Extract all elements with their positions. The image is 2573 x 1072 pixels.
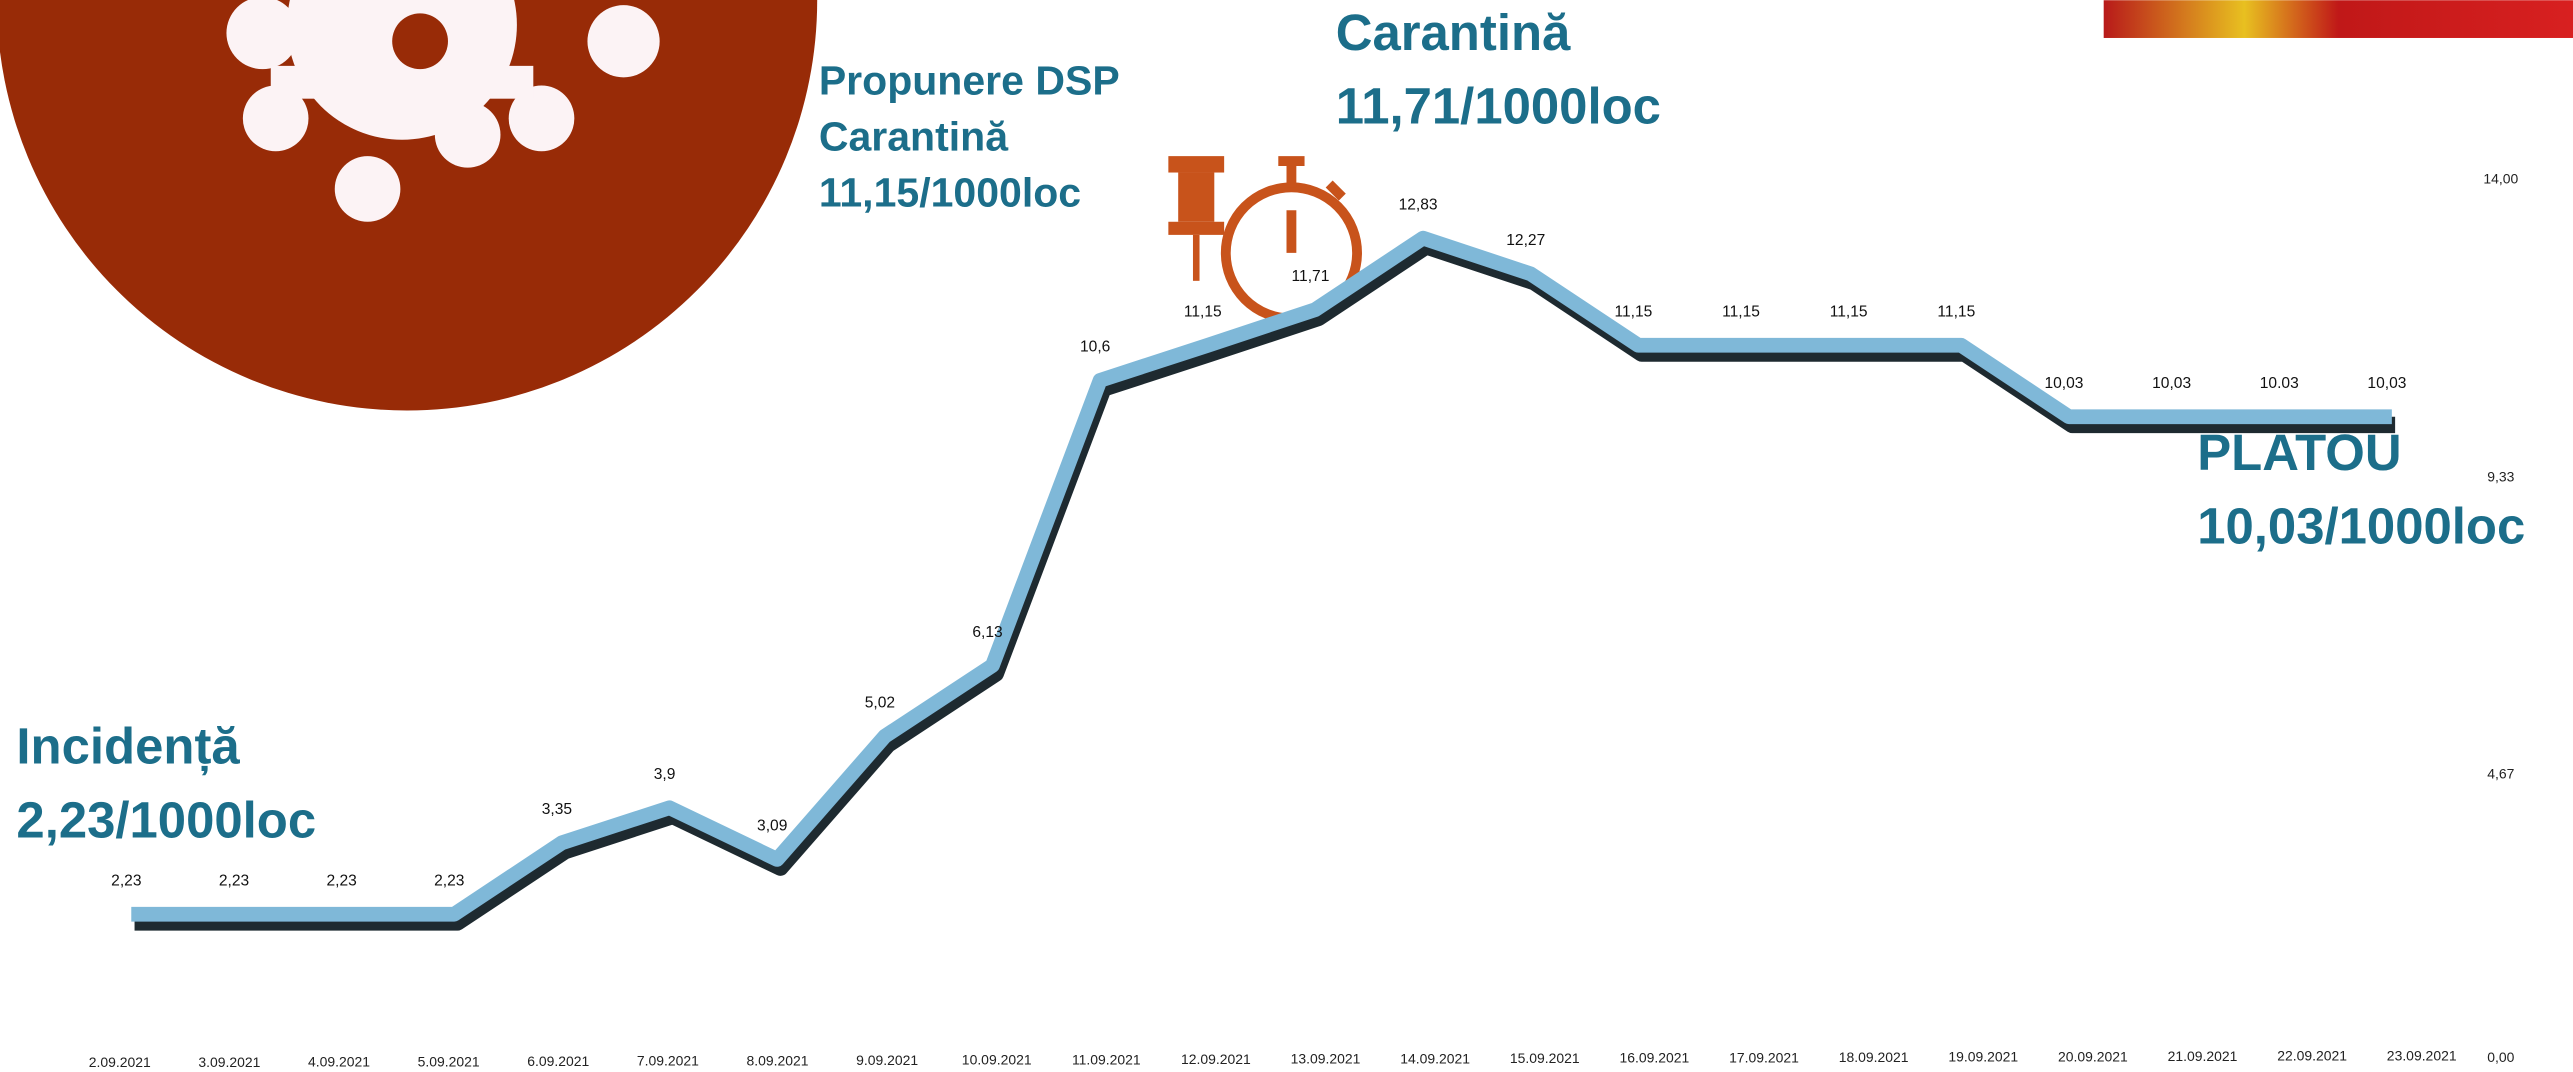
pin-icon <box>1168 156 1224 281</box>
x-tick-label: 11.09.2021 <box>1072 1051 1141 1067</box>
x-tick-label: 8.09.2021 <box>746 1052 808 1068</box>
value-label: 12,83 <box>1399 196 1438 213</box>
value-label: 10,03 <box>2367 375 2406 392</box>
x-tick-label: 17.09.2021 <box>1729 1049 1799 1065</box>
x-tick-label: 22.09.2021 <box>2277 1048 2347 1064</box>
y-tick-label: 9,33 <box>2487 468 2514 484</box>
flag-image <box>2104 0 2573 38</box>
annotation: 11,71/1000loc <box>1336 78 1661 135</box>
value-label: 2,23 <box>434 873 464 890</box>
y-tick-label: 0,00 <box>2487 1049 2514 1065</box>
page: {"chart_data": {"type": "line", "categor… <box>0 0 2573 1072</box>
y-tick-label: 14,00 <box>2483 171 2518 187</box>
value-label: 3,09 <box>757 818 787 835</box>
value-label: 11,15 <box>1722 304 1760 321</box>
x-tick-label: 10.09.2021 <box>962 1052 1032 1068</box>
x-tick-label: 14.09.2021 <box>1400 1050 1470 1066</box>
x-tick-label: 18.09.2021 <box>1839 1049 1909 1065</box>
value-label: 3,35 <box>542 801 573 818</box>
x-tick-label: 19.09.2021 <box>1948 1049 2018 1065</box>
value-label: 2,23 <box>219 873 249 890</box>
x-tick-label: 16.09.2021 <box>1620 1050 1690 1066</box>
x-tick-label: 2.09.2021 <box>89 1054 151 1070</box>
value-label: 12,27 <box>1506 232 1545 249</box>
annotation: Carantină <box>1336 4 1571 61</box>
annotation: 2,23/1000loc <box>16 791 316 848</box>
value-label: 11,15 <box>1184 304 1222 321</box>
x-tick-label: 13.09.2021 <box>1291 1051 1361 1067</box>
value-label: 10.03 <box>2260 375 2299 392</box>
x-tick-label: 6.09.2021 <box>527 1053 589 1069</box>
x-tick-label: 23.09.2021 <box>2387 1047 2457 1063</box>
value-label: 2,23 <box>111 873 141 890</box>
x-tick-label: 4.09.2021 <box>308 1054 370 1070</box>
x-tick-label: 20.09.2021 <box>2058 1048 2128 1064</box>
value-label: 5,02 <box>865 695 895 712</box>
annotation: Incidență <box>16 718 240 775</box>
annotation: Carantină <box>819 114 1009 160</box>
x-tick-label: 12.09.2021 <box>1181 1051 1251 1067</box>
annotation: 11,15/1000loc <box>819 169 1081 215</box>
annotation: PLATOU <box>2197 424 2401 481</box>
annotation: Propunere DSP <box>819 58 1120 104</box>
chart: 0,00 4,67 9,33 14,00 2.09.2021 3.09.2021 4.09.… <box>0 0 2573 1072</box>
value-label: 10,03 <box>2152 375 2191 392</box>
value-label: 10,6 <box>1080 339 1110 356</box>
x-tick-label: 9.09.2021 <box>856 1052 918 1068</box>
value-label: 11,71 <box>1292 268 1330 285</box>
value-label: 11,15 <box>1830 304 1868 321</box>
value-label: 6,13 <box>972 624 1002 641</box>
x-tick-label: 15.09.2021 <box>1510 1050 1580 1066</box>
y-tick-label: 4,67 <box>2487 766 2514 782</box>
value-label: 11,15 <box>1614 304 1652 321</box>
x-tick-label: 3.09.2021 <box>198 1054 260 1070</box>
x-tick-label: 21.09.2021 <box>2168 1048 2238 1064</box>
value-label: 11,15 <box>1937 304 1975 321</box>
x-tick-label: 5.09.2021 <box>418 1053 480 1069</box>
virus-icon <box>0 0 817 410</box>
value-label: 3,9 <box>654 766 676 783</box>
value-label: 2,23 <box>326 873 356 890</box>
annotation: 10,03/1000loc <box>2197 498 2525 555</box>
x-tick-label: 7.09.2021 <box>637 1053 699 1069</box>
value-label: 10,03 <box>2044 375 2083 392</box>
